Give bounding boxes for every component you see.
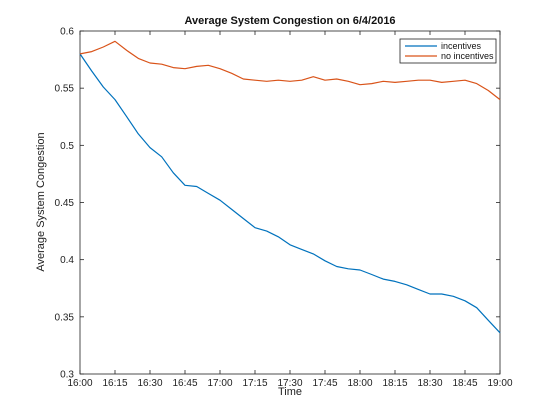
legend: incentives no incentives — [399, 38, 497, 64]
y-tick-label: 0.4 — [60, 255, 74, 266]
x-tick-label: 18:45 — [452, 378, 477, 389]
x-tick-label: 18:15 — [382, 378, 407, 389]
y-axis-label: Average System Congestion — [35, 132, 47, 271]
plot-area-frame — [79, 30, 501, 375]
x-tick-label: 18:00 — [347, 378, 372, 389]
x-tick-label: 16:30 — [137, 378, 162, 389]
x-tick-label: 18:30 — [417, 378, 442, 389]
x-tick-label: 16:00 — [67, 378, 92, 389]
y-axis: 0.3 0.35 0.4 0.45 0.5 0.55 0.6 — [55, 27, 500, 381]
x-tick-label: 17:15 — [242, 378, 267, 389]
y-tick-label: 0.6 — [60, 27, 74, 38]
legend-label-no-incentives: no incentives — [441, 51, 494, 61]
x-tick-label: 19:00 — [487, 378, 512, 389]
x-axis: 16:00 16:15 16:30 16:45 17:00 17:15 17:30 17:45… — [67, 31, 513, 389]
y-tick-label: 0.55 — [55, 84, 75, 95]
series-layer — [79, 40, 501, 334]
x-tick-label: 16:45 — [172, 378, 197, 389]
y-tick-label: 0.3 — [60, 370, 74, 381]
y-tick-label: 0.5 — [60, 141, 74, 152]
legend-label-incentives: incentives — [441, 41, 482, 51]
chart-title: Average System Congestion on 6/4/2016 — [184, 15, 395, 27]
x-tick-label: 17:30 — [277, 378, 302, 389]
x-tick-label: 17:45 — [312, 378, 337, 389]
y-tick-label: 0.35 — [55, 312, 75, 323]
x-tick-label: 17:00 — [207, 378, 232, 389]
x-tick-label: 16:15 — [102, 378, 127, 389]
legend-box — [399, 38, 497, 64]
series-line-no-incentives — [79, 40, 501, 101]
y-tick-label: 0.45 — [55, 198, 75, 209]
series-line-incentives — [79, 53, 501, 334]
x-axis-label: Time — [278, 386, 302, 398]
